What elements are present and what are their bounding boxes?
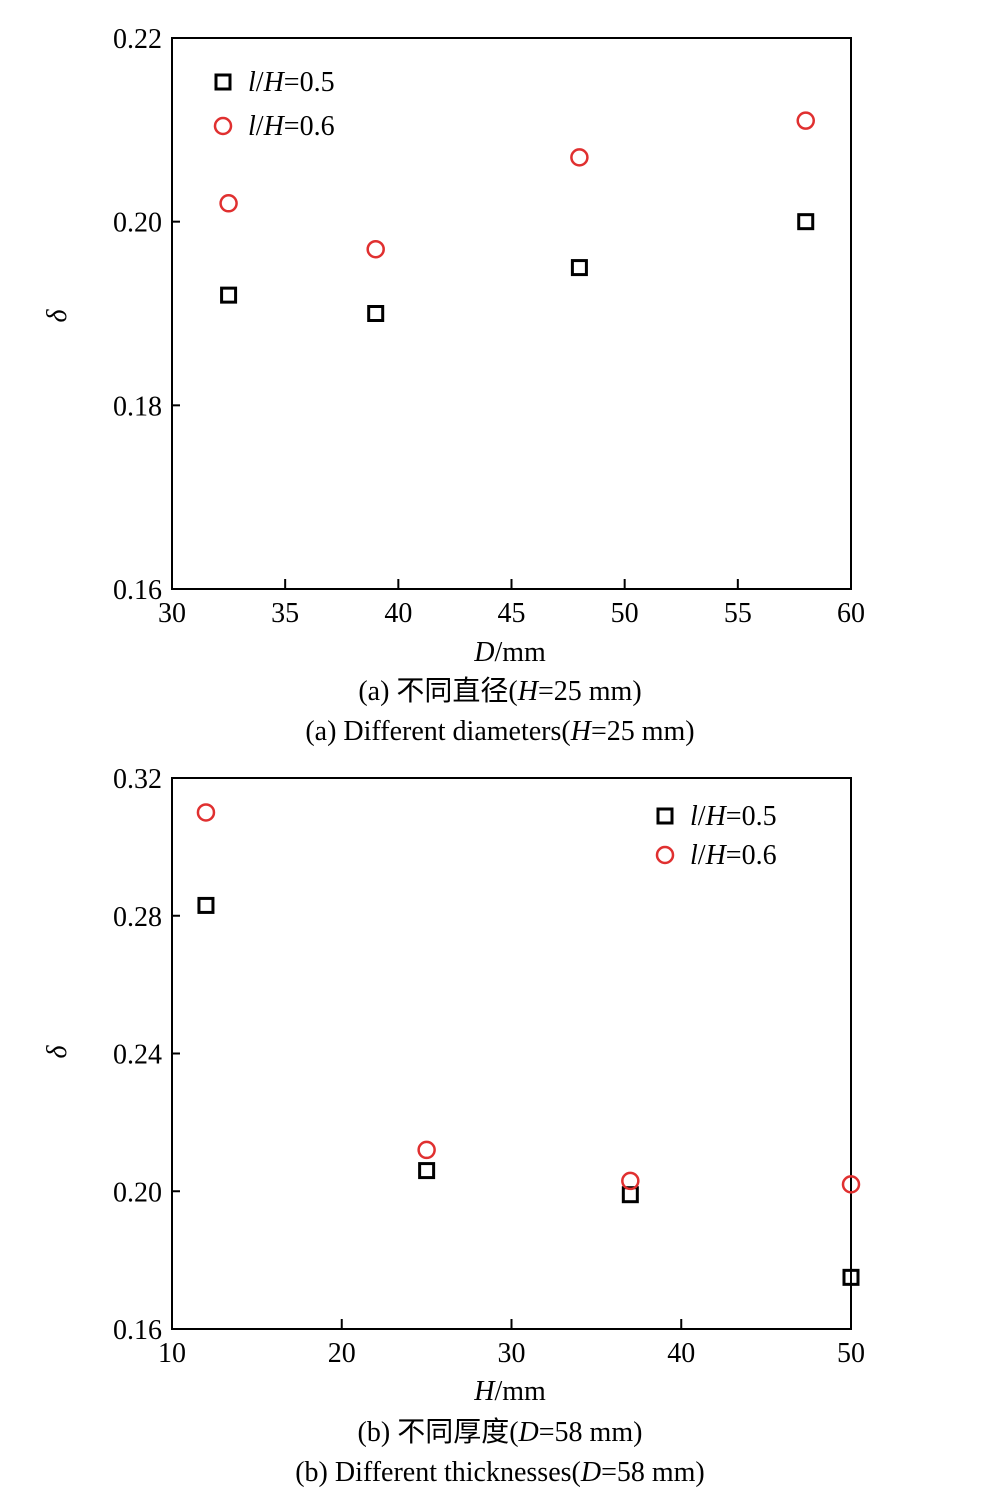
x-tick-label: 20: [328, 1338, 356, 1369]
x-tick-label: 10: [158, 1338, 186, 1369]
legend-marker-square: [656, 807, 674, 825]
x-tick-label: 35: [271, 598, 299, 629]
x-tick-label: 60: [837, 598, 865, 629]
y-tick-labels-b: 0.16 0.20 0.24 0.28 0.32: [113, 764, 162, 1346]
data-point-square: [367, 305, 385, 322]
x-tick-label: 30: [158, 598, 186, 629]
data-point-circle: [570, 148, 589, 167]
data-point-circle: [841, 1175, 861, 1194]
y-tick-label: 0.16: [113, 1315, 162, 1346]
legend-marker-circle: [213, 116, 233, 136]
y-tick-label: 0.24: [113, 1040, 162, 1071]
legend-label: l/H=0.5: [690, 801, 777, 832]
caption-b-en: (b) Different thicknesses(D=58 mm): [295, 1457, 705, 1488]
x-tick-label: 30: [498, 1338, 526, 1369]
data-point-circle: [417, 1140, 436, 1160]
caption-b-cn: (b) 不同厚度(D=58 mm): [358, 1416, 643, 1448]
legend-label: l/H=0.6: [248, 111, 335, 142]
x-tick-label: 55: [724, 598, 752, 629]
legend-marker-circle: [655, 845, 675, 865]
data-point-square: [197, 896, 215, 914]
x-tick-labels-a: 30 35 40 45 50 55 60: [158, 598, 865, 629]
data-point-circle: [219, 194, 238, 213]
legend-a: l/H=0.5 l/H=0.6: [213, 67, 335, 142]
legend-marker-square: [214, 73, 232, 91]
x-tick-label: 40: [384, 598, 412, 629]
data-points-a: [219, 111, 815, 322]
legend-label: l/H=0.5: [248, 67, 335, 98]
y-tick-label: 0.20: [113, 1177, 162, 1208]
y-tick-label: 0.16: [113, 575, 162, 606]
tick-marks-b: [171, 777, 852, 1330]
y-axis-label-b: δ: [42, 1045, 73, 1059]
data-point-square: [570, 259, 588, 277]
legend-b: l/H=0.5 l/H=0.6: [655, 801, 777, 871]
data-point-circle: [196, 803, 216, 822]
y-tick-label: 0.20: [113, 208, 162, 239]
data-point-square: [797, 213, 815, 231]
y-axis-label-a: δ: [42, 309, 73, 323]
x-axis-label-b: H/mm: [473, 1376, 546, 1407]
x-tick-label: 50: [611, 598, 639, 629]
legend-label: l/H=0.6: [690, 840, 777, 871]
data-point-circle: [621, 1171, 640, 1191]
data-point-square: [220, 286, 238, 304]
y-tick-label: 0.22: [113, 24, 162, 55]
x-tick-label: 40: [667, 1338, 695, 1369]
y-tick-label: 0.18: [113, 391, 162, 422]
x-axis-label-a: D/mm: [473, 637, 546, 668]
data-point-circle: [796, 111, 815, 130]
tick-marks-a: [171, 37, 852, 590]
chart-panel-a: 0.160.180.200.22 30 35 40 45 50 55 60 l/H=0.5l…: [42, 24, 865, 747]
data-point-square: [418, 1162, 436, 1180]
y-tick-label: 0.28: [113, 902, 162, 933]
chart-panel-b: 0.160.200.240.280.32 10 20 30 40 50 l/H=0.5l…: [42, 764, 865, 1488]
x-tick-label: 50: [837, 1338, 865, 1369]
y-tick-label: 0.32: [113, 764, 162, 795]
caption-a-en: (a) Different diameters(H=25 mm): [305, 716, 694, 747]
y-tick-labels-a: 0.16 0.18 0.20 0.22: [113, 24, 162, 606]
data-points-b: [196, 803, 861, 1286]
x-tick-labels-b: 10 20 30 40 50: [158, 1338, 865, 1369]
data-point-square: [842, 1268, 860, 1286]
x-tick-label: 45: [498, 598, 526, 629]
caption-a-cn: (a) 不同直径(H=25 mm): [358, 675, 641, 707]
data-point-circle: [366, 239, 385, 259]
